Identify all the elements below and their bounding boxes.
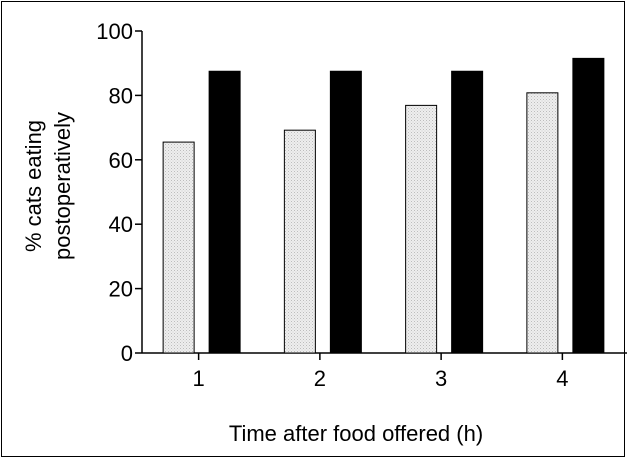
y-tick-label: 80 [109, 83, 133, 108]
x-tick-label: 1 [193, 366, 205, 391]
x-tick-label: 4 [556, 366, 568, 391]
bar-series-1-category-4 [526, 92, 559, 354]
y-tick-label: 40 [109, 212, 133, 237]
bar-series-1-category-2 [283, 129, 316, 354]
x-tick-label: 2 [314, 366, 326, 391]
bar-series-2-category-3 [451, 70, 484, 354]
y-tick-label: 20 [109, 277, 133, 302]
bar-series-2-category-1 [208, 70, 241, 354]
bar-series-2-category-4 [572, 57, 605, 354]
y-tick-label: 100 [96, 19, 133, 44]
y-axis-label-line-2: postoperatively [50, 112, 75, 260]
x-tick-label: 3 [435, 366, 447, 391]
y-tick-label: 0 [121, 341, 133, 366]
bar-series-1-category-1 [162, 141, 195, 354]
y-axis-label-line-1: % cats eating [21, 120, 46, 252]
y-ticks: 0 20 40 60 80 100 [96, 19, 142, 366]
bar-series-2-category-2 [329, 70, 362, 354]
bar-series [162, 57, 605, 354]
y-tick-label: 60 [109, 148, 133, 173]
x-ticks: 1 2 3 4 [193, 353, 569, 391]
x-axis-label: Time after food offered (h) [229, 421, 483, 446]
bar-series-1-category-3 [405, 104, 438, 354]
